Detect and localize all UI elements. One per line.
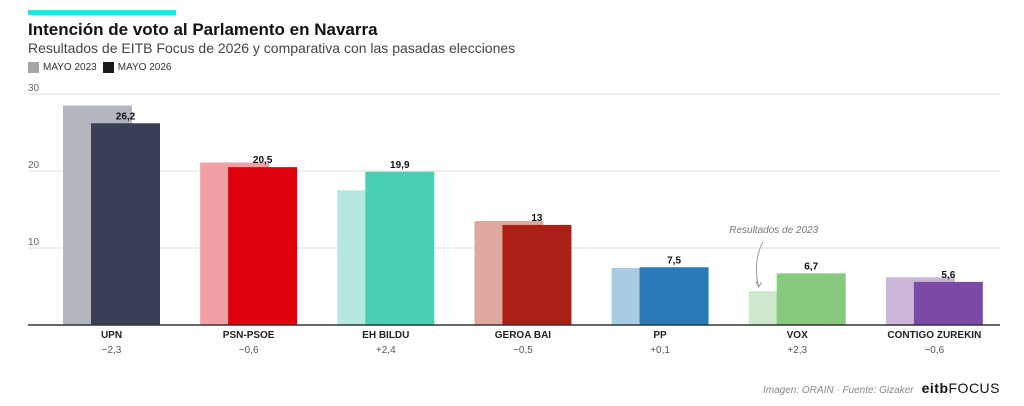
legend: MAYO 2023 MAYO 2026 <box>28 62 177 73</box>
category-label: CONTIGO ZUREKIN <box>887 330 981 341</box>
chart-subtitle: Resultados de EITB Focus de 2026 y compa… <box>28 40 516 56</box>
data-label: 20,5 <box>253 155 273 166</box>
bar-2026 <box>913 281 983 325</box>
legend-swatch-2023 <box>28 62 39 73</box>
change-label: −0,5 <box>513 345 533 356</box>
data-label: 19,9 <box>390 160 410 171</box>
change-label: +0,1 <box>650 345 670 356</box>
category-label: UPN <box>101 330 122 341</box>
change-label: +2,3 <box>787 345 807 356</box>
chart-title: Intención de voto al Parlamento en Navar… <box>28 20 378 39</box>
annotation-arrowhead <box>755 280 763 289</box>
legend-item-2026: MAYO 2026 <box>102 62 172 73</box>
legend-swatch-2026 <box>102 62 114 73</box>
data-label: 5,6 <box>941 270 955 281</box>
change-label: −2,3 <box>102 345 122 356</box>
footer: Imagen: ORAIN · Fuente: Gizaker eitbFOCU… <box>763 380 1000 396</box>
category-label: GEROA BAI <box>495 330 552 341</box>
annotation-arrow <box>755 241 764 288</box>
bar-2026 <box>365 171 435 325</box>
bar-2026 <box>228 167 298 325</box>
category-label: PSN-PSOE <box>223 330 275 341</box>
eitb-focus-logo: eitbFOCUS <box>922 380 1000 396</box>
change-label: −0,6 <box>239 345 259 356</box>
legend-label-2026: MAYO 2026 <box>117 62 172 73</box>
y-tick-label: 20 <box>28 160 40 171</box>
data-label: 13 <box>531 213 543 224</box>
bar-2026 <box>91 123 160 325</box>
logo-focus: FOCUS <box>948 380 1000 396</box>
legend-item-2023: MAYO 2023 <box>28 62 97 73</box>
change-label: −0,6 <box>924 345 944 356</box>
y-tick-label: 10 <box>28 237 40 248</box>
bar-2026 <box>502 224 572 325</box>
logo-eitb: eitb <box>921 380 949 396</box>
change-label: +2,4 <box>376 345 396 356</box>
bar-2026 <box>639 267 709 325</box>
category-label: PP <box>653 330 667 341</box>
category-label: VOX <box>787 330 808 341</box>
data-label: 6,7 <box>804 261 818 272</box>
annotation-text: Resultados de 2023 <box>729 225 818 236</box>
source-note: Imagen: ORAIN · Fuente: Gizaker <box>762 385 914 396</box>
accent-bar <box>28 10 176 15</box>
data-label: 26,2 <box>116 111 136 122</box>
data-label: 7,5 <box>667 255 681 266</box>
legend-label-2023: MAYO 2023 <box>43 62 97 73</box>
y-tick-label: 30 <box>28 83 40 94</box>
bar-2026 <box>776 273 846 325</box>
category-label: EH BILDU <box>362 330 409 341</box>
